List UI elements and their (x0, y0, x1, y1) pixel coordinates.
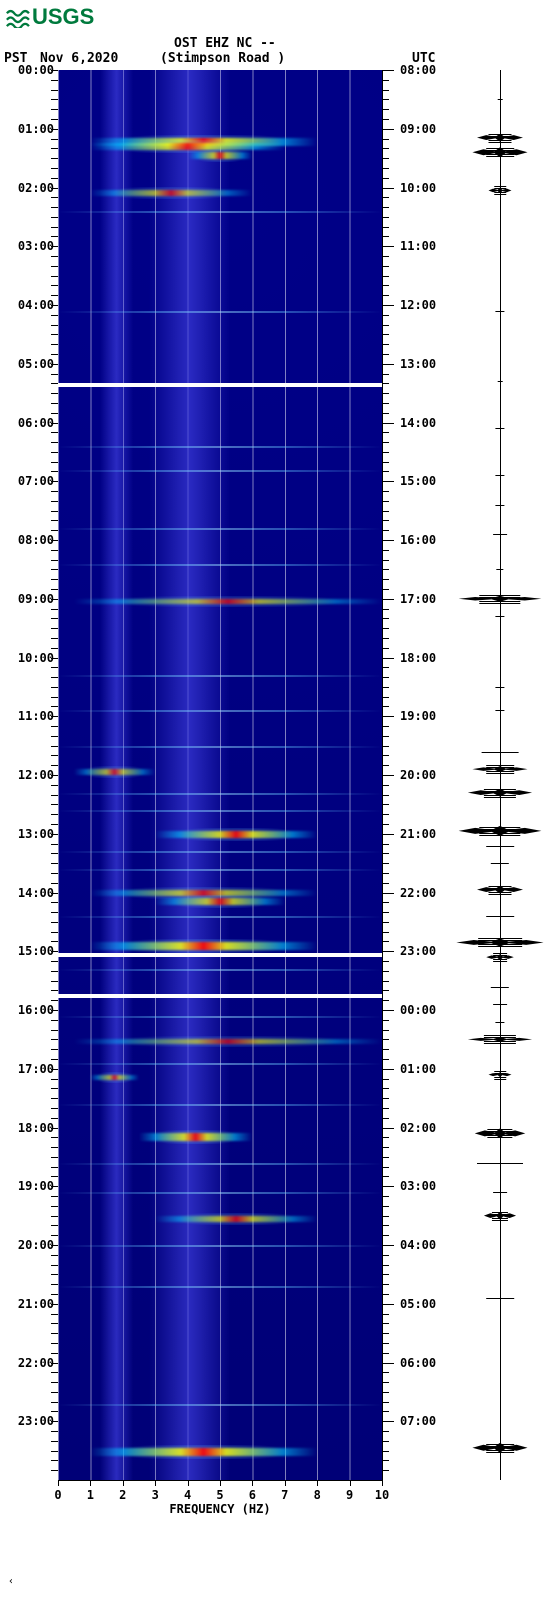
xlabel: 1 (87, 1488, 94, 1502)
ylabel-left: 19:00 (18, 1179, 54, 1193)
ylabel-right: 20:00 (400, 768, 436, 782)
ylabel-left: 11:00 (18, 709, 54, 723)
ylabel-right: 00:00 (400, 1003, 436, 1017)
ylabel-right: 05:00 (400, 1297, 436, 1311)
ylabel-right: 03:00 (400, 1179, 436, 1193)
ylabel-left: 02:00 (18, 181, 54, 195)
ylabel-left: 17:00 (18, 1062, 54, 1076)
xlabel: 9 (346, 1488, 353, 1502)
xlabel: 7 (281, 1488, 288, 1502)
xlabel: 5 (216, 1488, 223, 1502)
plot-header: OST EHZ NC -- (4, 36, 548, 51)
xlabel: 0 (54, 1488, 61, 1502)
ylabel-right: 08:00 (400, 63, 436, 77)
spectral-event (90, 1075, 139, 1081)
spectral-event (74, 769, 155, 775)
ylabel-right: 13:00 (400, 357, 436, 371)
ylabel-left: 01:00 (18, 122, 54, 136)
spectral-event (90, 1448, 317, 1456)
ylabel-left: 13:00 (18, 827, 54, 841)
spectral-event (139, 1133, 252, 1141)
ylabel-left: 22:00 (18, 1356, 54, 1370)
spectrogram (58, 70, 382, 1480)
logo-text: USGS (32, 4, 94, 30)
ylabel-left: 23:00 (18, 1414, 54, 1428)
ylabel-right: 15:00 (400, 474, 436, 488)
ylabel-right: 01:00 (400, 1062, 436, 1076)
ylabel-right: 12:00 (400, 298, 436, 312)
ylabel-left: 15:00 (18, 944, 54, 958)
ylabel-right: 06:00 (400, 1356, 436, 1370)
ylabel-left: 07:00 (18, 474, 54, 488)
seismogram (454, 70, 546, 1480)
ylabel-left: 04:00 (18, 298, 54, 312)
spectral-event (155, 1216, 317, 1222)
ylabel-left: 10:00 (18, 651, 54, 665)
footer-glyph: ‹ (8, 1576, 14, 1587)
ylabel-left: 05:00 (18, 357, 54, 371)
usgs-logo[interactable]: USGS (4, 4, 548, 30)
ylabel-left: 18:00 (18, 1121, 54, 1135)
ylabel-left: 20:00 (18, 1238, 54, 1252)
ylabel-left: 03:00 (18, 239, 54, 253)
ylabel-right: 21:00 (400, 827, 436, 841)
spectral-event (74, 599, 382, 605)
ylabel-left: 06:00 (18, 416, 54, 430)
ylabel-right: 17:00 (400, 592, 436, 606)
station-line1 (4, 36, 174, 51)
ylabel-right: 16:00 (400, 533, 436, 547)
station-line1: OST EHZ NC -- (174, 36, 276, 51)
ylabel-right: 07:00 (400, 1414, 436, 1428)
ylabel-left: 09:00 (18, 592, 54, 606)
ylabel-right: 22:00 (400, 886, 436, 900)
ylabel-right: 19:00 (400, 709, 436, 723)
spectral-event (188, 152, 253, 159)
xlabel: 8 (314, 1488, 321, 1502)
date: Nov 6,2020 (40, 51, 160, 66)
ylabel-right: 23:00 (400, 944, 436, 958)
xlabel: 10 (375, 1488, 389, 1502)
ylabel-left: 00:00 (18, 63, 54, 77)
ylabel-left: 12:00 (18, 768, 54, 782)
ylabel-left: 14:00 (18, 886, 54, 900)
ylabel-right: 11:00 (400, 239, 436, 253)
plot-header-2: PST Nov 6,2020 (Stimpson Road ) UTC (4, 51, 548, 66)
spectral-event (90, 190, 252, 196)
xlabel: 3 (152, 1488, 159, 1502)
ylabel-left: 21:00 (18, 1297, 54, 1311)
spectral-event (155, 831, 317, 839)
spectral-event (90, 942, 317, 950)
spectral-event (155, 898, 285, 905)
ylabel-left: 08:00 (18, 533, 54, 547)
ylabel-left: 16:00 (18, 1003, 54, 1017)
ylabel-right: 04:00 (400, 1238, 436, 1252)
xlabel: 6 (249, 1488, 256, 1502)
xlabel: 2 (119, 1488, 126, 1502)
wave-icon (4, 6, 30, 28)
ylabel-right: 09:00 (400, 122, 436, 136)
xaxis-title: FREQUENCY (HZ) (169, 1502, 270, 1516)
station-line2: (Stimpson Road ) (160, 51, 300, 66)
plot-area: FREQUENCY (HZ) ‹ 00:00 08:00 01:00 09:00 02:… (4, 70, 548, 1590)
spectral-event (74, 1039, 382, 1044)
ylabel-right: 14:00 (400, 416, 436, 430)
xlabel: 4 (184, 1488, 191, 1502)
ylabel-right: 02:00 (400, 1121, 436, 1135)
ylabel-right: 10:00 (400, 181, 436, 195)
ylabel-right: 18:00 (400, 651, 436, 665)
